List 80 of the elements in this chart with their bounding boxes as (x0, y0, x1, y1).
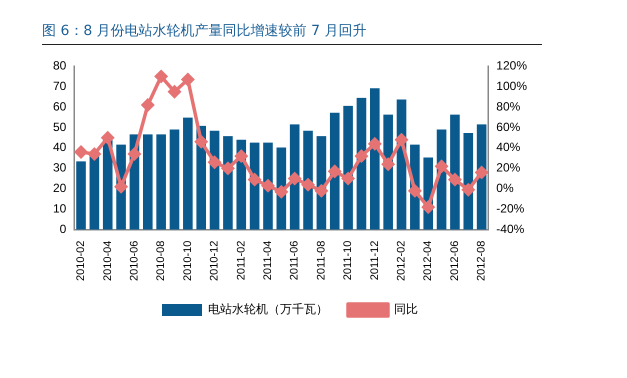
point (74, 146, 88, 158)
x-tick-label: 2010-06 (128, 240, 140, 282)
x-tick-label: 2010-02 (75, 240, 88, 282)
y-tick-label: 20 (52, 181, 67, 196)
y-tick-label: 40 (52, 140, 67, 154)
point (128, 148, 141, 160)
bar (90, 156, 100, 230)
point (88, 148, 101, 160)
x-tick-label: 2010-10 (182, 240, 194, 282)
x-tick-label: 2011-06 (288, 240, 301, 280)
point (302, 178, 314, 191)
bar (156, 134, 166, 230)
point (222, 162, 234, 175)
point (262, 179, 274, 192)
y-tick-label: 50 (52, 120, 67, 134)
legend-label: 同比 (394, 302, 418, 316)
point (475, 166, 488, 179)
x-tick-label: 2010-12 (208, 240, 221, 282)
point (208, 156, 221, 168)
point (194, 136, 208, 148)
y2-tick-label: 40% (496, 140, 521, 154)
bar (450, 114, 460, 230)
y-tick-label: 80 (52, 58, 67, 73)
bar (102, 140, 113, 230)
point (168, 85, 181, 98)
y-tick-label: 30 (52, 160, 67, 175)
point (422, 200, 434, 214)
bar (343, 106, 353, 230)
y2-tick-label: 20% (496, 160, 521, 175)
x-tick-label: 2012-06 (448, 240, 461, 282)
x-tick-label: 2012-08 (476, 240, 488, 282)
bar (170, 130, 180, 230)
y2-tick-label: 120% (496, 58, 528, 73)
point (462, 184, 475, 196)
point (142, 98, 154, 112)
y-tick-label: 0 (60, 222, 67, 236)
y-tick-label: 70 (52, 78, 67, 93)
point (355, 150, 368, 162)
bar (76, 161, 86, 230)
point (235, 150, 248, 162)
y-tick-label: 60 (52, 99, 67, 114)
point (328, 165, 341, 178)
bar (356, 98, 366, 230)
y2-tick-label: 100% (496, 78, 528, 93)
x-tick-label: 2010-04 (102, 240, 114, 282)
point (154, 70, 168, 83)
bar (183, 118, 193, 230)
x-tick-label: 2011-02 (235, 240, 248, 280)
point (448, 173, 462, 186)
x-tick-label: 2011-08 (315, 240, 328, 280)
y2-tick-label: 80% (496, 99, 521, 114)
x-tick-label: 2012-02 (396, 240, 408, 282)
y2-tick-label: -40% (496, 222, 525, 236)
bar (142, 134, 153, 230)
bar (303, 130, 313, 230)
point (435, 160, 448, 173)
legend-label: 电站水轮机（万千瓦） (208, 302, 328, 316)
point (101, 131, 114, 144)
y2-tick-label: 0% (496, 181, 514, 196)
point (182, 73, 194, 86)
point (288, 172, 301, 185)
point (114, 180, 128, 193)
x-tick-label: 2011-12 (368, 240, 381, 280)
y2-tick-label: 60% (496, 120, 521, 134)
point (275, 186, 288, 198)
point (408, 184, 422, 198)
chart-title: 图 6：8 月份电站水轮机产量同比增速较前 7 月回升 (42, 22, 542, 45)
x-tick-label: 2011-04 (262, 240, 274, 280)
point (382, 158, 394, 171)
x-tick-label: 2011-10 (342, 240, 354, 280)
y2-tick-label: -20% (496, 202, 525, 216)
point (395, 133, 408, 146)
x-tick-label: 2012-04 (422, 240, 434, 282)
point (368, 138, 382, 150)
x-tick-label: 2010-08 (155, 240, 168, 282)
bar (370, 88, 380, 230)
y-tick-label: 10 (52, 202, 67, 216)
point (315, 184, 328, 198)
point (342, 172, 354, 185)
point (248, 173, 261, 186)
